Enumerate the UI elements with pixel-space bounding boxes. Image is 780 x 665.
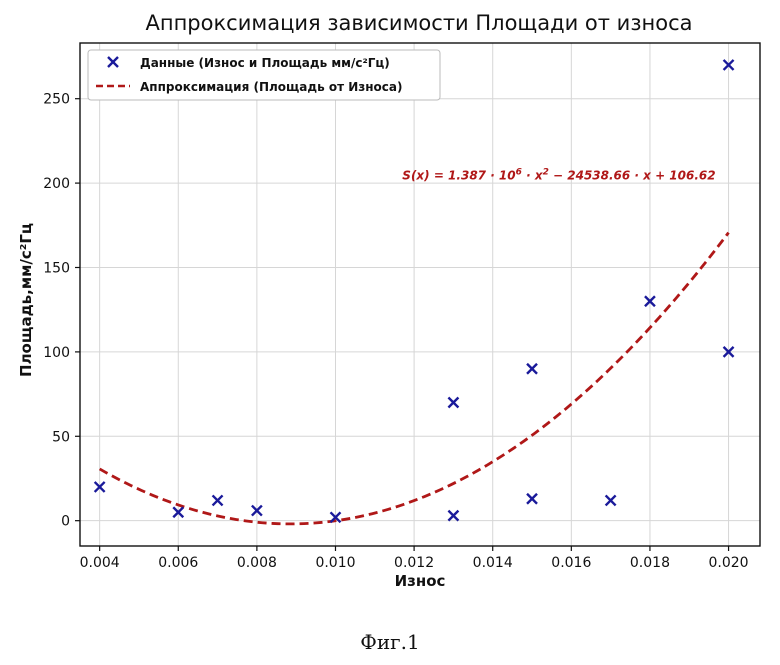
x-tick-label-7: 0.018 <box>630 555 670 571</box>
y-tick-label-3: 150 <box>43 260 70 276</box>
data-point-2 <box>213 495 223 505</box>
equation-annotation: S(x) = 1.387 · 106 · x2 − 24538.66 · x +… <box>402 168 715 183</box>
data-point-8 <box>527 494 537 504</box>
x-tick-label-0: 0.004 <box>80 555 120 571</box>
x-tick-label-1: 0.006 <box>158 555 198 571</box>
y-axis-label: Площадь,мм/c²Гц <box>17 223 35 377</box>
x-tick-label-4: 0.012 <box>394 555 434 571</box>
legend-label-data: Данные (Износ и Площадь мм/c²Гц) <box>140 56 390 70</box>
y-axis-ticks: 0 50 100 150 200 250 <box>43 92 80 530</box>
x-axis-label: Износ <box>395 572 446 590</box>
equation-rhs: − 24538.66 · x + 106.62 <box>549 169 716 183</box>
legend: Данные (Износ и Площадь мм/c²Гц) Аппрокс… <box>88 50 440 100</box>
data-point-9 <box>606 495 616 505</box>
y-tick-label-0: 0 <box>61 514 70 530</box>
data-point-6 <box>448 511 458 521</box>
plot-frame <box>80 43 760 546</box>
x-tick-label-8: 0.020 <box>709 555 749 571</box>
x-tick-label-2: 0.008 <box>237 555 277 571</box>
y-tick-label-5: 250 <box>43 92 70 108</box>
x-tick-label-3: 0.010 <box>315 555 355 571</box>
x-axis-ticks: 0.004 0.006 0.008 0.010 0.012 0.014 0.016 0.018… <box>80 546 749 571</box>
y-tick-label-2: 100 <box>43 345 70 361</box>
equation-mid: · x <box>522 169 544 183</box>
figure-caption: Фиг.1 <box>360 630 420 654</box>
grid <box>80 43 760 546</box>
y-tick-label-1: 50 <box>52 429 70 445</box>
data-point-7 <box>527 364 537 374</box>
equation-lhs: S(x) = 1.387 · 10 <box>402 169 515 183</box>
x-tick-label-6: 0.016 <box>551 555 591 571</box>
chart-title: Аппроксимация зависимости Площади от изн… <box>145 11 692 35</box>
data-point-5 <box>448 398 458 408</box>
legend-label-fit: Аппроксимация (Площадь от Износа) <box>140 80 402 94</box>
x-tick-label-5: 0.014 <box>473 555 513 571</box>
y-tick-label-4: 200 <box>43 176 70 192</box>
